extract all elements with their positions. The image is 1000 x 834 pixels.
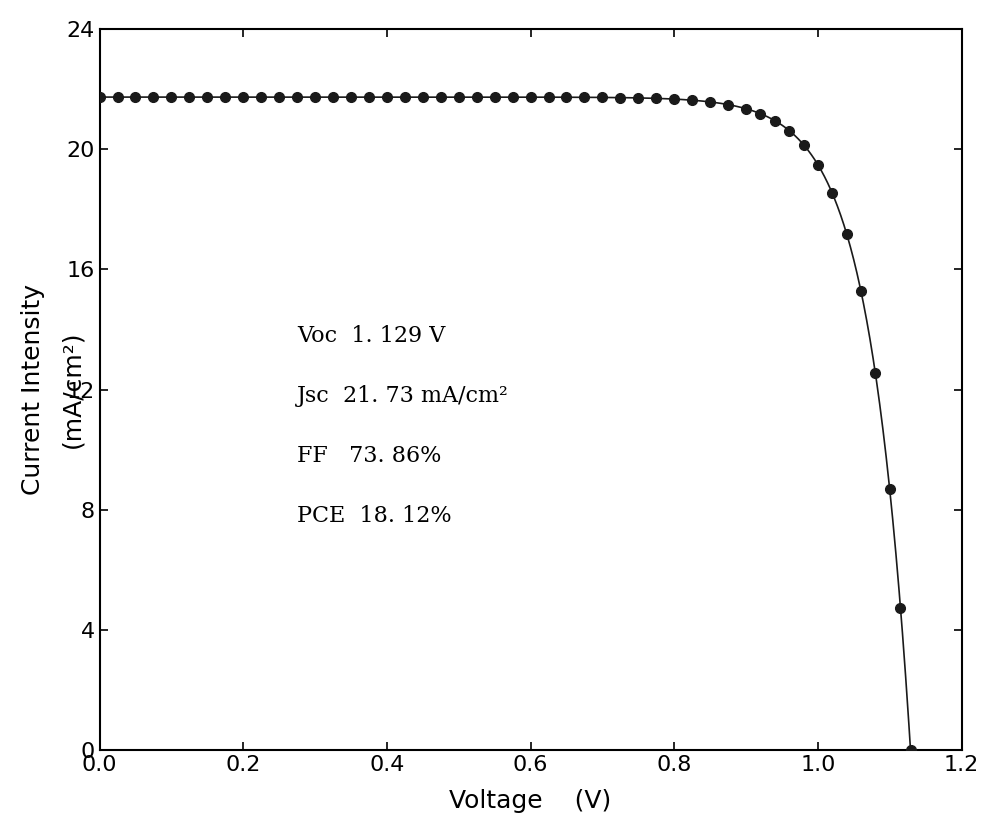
Y-axis label: Current Intensity
(mA/cm²): Current Intensity (mA/cm²)	[21, 284, 84, 495]
Text: Jsc  21. 73 mA/cm²: Jsc 21. 73 mA/cm²	[297, 384, 509, 407]
Text: FF   73. 86%: FF 73. 86%	[297, 445, 441, 467]
Text: PCE  18. 12%: PCE 18. 12%	[297, 505, 452, 527]
Text: Voc  1. 129 V: Voc 1. 129 V	[297, 324, 445, 346]
X-axis label: Voltage    (V): Voltage (V)	[449, 789, 612, 813]
